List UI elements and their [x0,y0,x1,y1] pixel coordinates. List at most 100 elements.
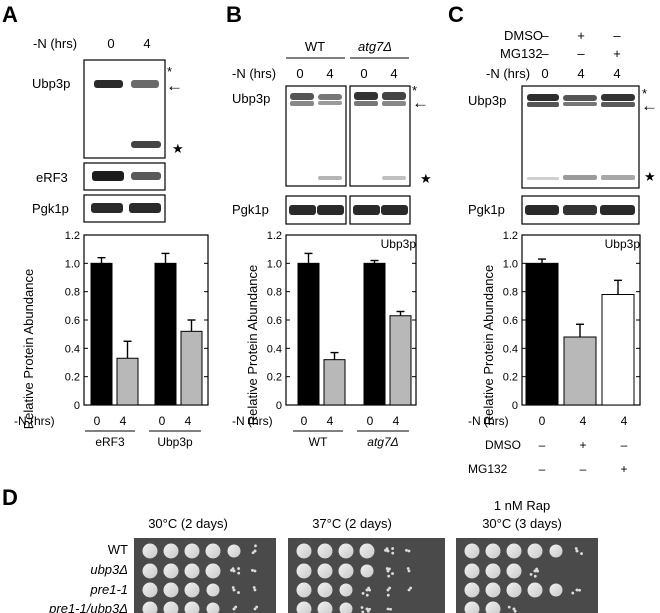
yeast-colony [232,607,236,611]
y-tick-label: 1.2 [503,230,518,242]
yeast-colony [386,607,390,611]
band [129,203,161,213]
panel-c-letter: C [448,2,464,27]
y-axis-label: Relative Protein Abundance [481,265,496,425]
condition-title: 30°C (2 days) [148,516,228,531]
dmso-sign: – [541,28,549,43]
bottom-time-label: -N (hrs) [232,414,273,428]
yeast-spot [485,563,501,579]
bottom-time-value: 0 [159,414,166,428]
yeast-spot [184,563,200,579]
yeast-spot [142,563,158,579]
panel-a-letter: A [2,2,18,27]
time-value: 0 [360,66,367,81]
condition-title: 1 nM Rap [494,498,550,513]
y-axis-label: Relative Protein Abundance [245,265,260,425]
bottom-time-value: 4 [120,414,127,428]
bottom-mg132-sign: – [580,462,587,476]
yeast-spot [142,601,158,613]
strain-label: WT [108,542,128,557]
y-tick-label: 0.6 [503,315,518,327]
y-tick-label: 0.4 [65,343,80,355]
yeast-colony [237,567,241,570]
yeast-colony [391,547,395,550]
yeast-spot [142,582,158,598]
yeast-colony [388,586,392,590]
yeast-colony [385,547,389,551]
y-tick-label: 1.0 [65,258,80,270]
bottom-time-value: 0 [301,414,308,428]
bottom-mg132-sign: + [620,462,627,476]
band [563,175,597,180]
band [318,176,342,180]
chart-a: 0 0.2 0.4 0.6 0.8 1.0 1.2 [65,230,209,412]
arrow-mark: ← [412,93,429,112]
bottom-mg132-sign: – [539,462,546,476]
bottom-time-value: 4 [185,414,192,428]
yeast-spot [317,582,333,598]
bottom-time-value: 4 [580,414,587,428]
bottom-time-value: 0 [94,414,101,428]
strain-label: ubp3Δ [90,562,128,577]
y-tick-label: 0.8 [267,287,282,299]
yeast-colony [255,605,259,609]
yeast-colony [361,591,365,595]
yeast-colony [387,574,391,578]
yeast-colony [361,610,365,613]
time-label: -N (hrs) [232,66,276,81]
band [601,175,635,180]
y-tick-label: 1.2 [267,230,282,242]
yeast-colony [251,551,255,555]
band [317,205,344,215]
yeast-spot [549,583,563,597]
bottom-row-label: DMSO [485,438,521,452]
band [131,141,161,148]
strain-label: pre1-1 [89,582,128,597]
yeast-spot [360,564,374,578]
y-tick-label: 0 [74,400,80,412]
band [318,94,342,100]
plate-30c [134,538,276,613]
mg132-sign: – [541,46,549,61]
yeast-spot [206,583,220,597]
group-label: eRF3 [95,435,125,449]
yeast-spot [506,582,522,598]
bottom-time-value: 4 [327,414,334,428]
yeast-colony [571,591,575,595]
condition-title: 30°C (3 days) [482,516,562,531]
bar [363,262,386,406]
band [382,92,406,100]
yeast-colony [368,588,371,592]
band [525,205,559,215]
row-label: DMSO [504,28,543,43]
band [354,101,378,106]
y-tick-label: 1.0 [503,258,518,270]
yeast-spot [338,563,354,579]
dmso-sign: + [577,28,585,43]
yeast-colony [232,588,236,592]
y-tick-label: 1.2 [65,230,80,242]
bar [116,357,139,406]
time-value: 4 [143,36,150,51]
band [353,205,380,215]
yeast-colony [391,551,395,555]
yeast-colony [409,586,413,590]
time-value: 0 [107,36,114,51]
bottom-time-value: 4 [393,414,400,428]
yeast-colony [237,571,241,575]
yeast-colony [575,549,579,553]
yeast-colony [578,588,581,592]
yeast-colony [253,569,257,573]
blot-label: Ubp3p [468,93,506,108]
yeast-colony [389,607,392,611]
bottom-row-label: MG132 [468,462,508,476]
time-value: 4 [577,66,584,81]
band [601,94,635,101]
band [131,80,159,88]
strain-label: WT [305,39,325,54]
band [131,172,161,180]
plate-rapamycin [456,538,598,613]
ubp3p-blot [521,85,640,189]
yeast-colony [536,569,539,573]
